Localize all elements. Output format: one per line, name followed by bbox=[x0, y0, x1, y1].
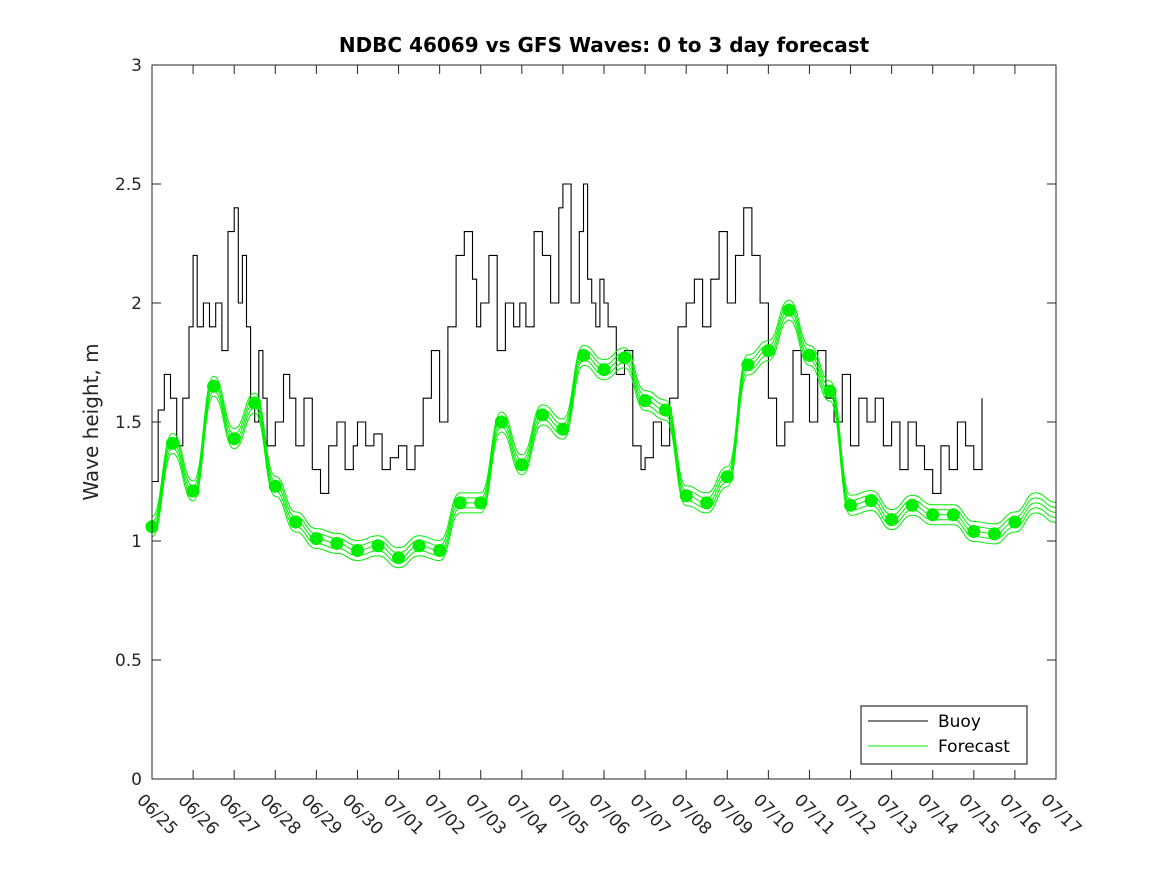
x-tick-label: 07/09 bbox=[708, 790, 757, 839]
x-tick-label: 06/28 bbox=[256, 790, 305, 839]
forecast-marker bbox=[967, 525, 981, 538]
forecast-marker bbox=[248, 396, 262, 410]
forecast-marker bbox=[351, 544, 364, 557]
x-tick-label: 07/04 bbox=[502, 790, 551, 839]
forecast-marker bbox=[330, 536, 344, 550]
chart-title: NDBC 46069 vs GFS Waves: 0 to 3 day fore… bbox=[339, 33, 870, 57]
legend: Buoy Forecast bbox=[860, 705, 1028, 765]
forecast-marker bbox=[844, 498, 857, 512]
forecast-marker bbox=[803, 348, 816, 362]
forecast-marker bbox=[659, 403, 673, 417]
forecast-marker bbox=[1008, 515, 1022, 529]
forecast-marker bbox=[268, 479, 282, 493]
series-forecast-line-0 bbox=[151, 299, 1057, 549]
x-tick-label: 07/06 bbox=[584, 790, 633, 839]
forecast-marker bbox=[741, 358, 755, 372]
x-tick-label: 06/29 bbox=[297, 790, 346, 839]
y-tick-label: 2.5 bbox=[115, 175, 142, 195]
x-tick-label: 07/03 bbox=[461, 790, 510, 839]
y-tick-label: 3 bbox=[131, 56, 142, 76]
x-tick-label: 07/11 bbox=[790, 790, 839, 839]
x-tick-label: 06/26 bbox=[174, 790, 223, 839]
legend-label-buoy: Buoy bbox=[938, 712, 981, 732]
forecast-marker bbox=[597, 363, 611, 377]
y-tick-label: 0 bbox=[131, 770, 142, 790]
x-tick-label: 07/01 bbox=[379, 790, 428, 839]
forecast-marker bbox=[679, 489, 693, 503]
forecast-marker bbox=[905, 498, 919, 512]
legend-box bbox=[860, 705, 1028, 765]
forecast-marker bbox=[166, 436, 179, 450]
forecast-marker bbox=[289, 515, 303, 529]
forecast-marker bbox=[946, 508, 960, 522]
forecast-marker bbox=[207, 379, 221, 393]
x-tick-label: 06/27 bbox=[215, 790, 264, 839]
x-tick-label: 07/08 bbox=[667, 790, 716, 839]
x-tick-label: 06/25 bbox=[132, 790, 181, 839]
y-axis-label: Wave height, m bbox=[79, 343, 103, 500]
forecast-marker bbox=[494, 415, 508, 429]
x-tick-label: 07/14 bbox=[913, 790, 962, 839]
forecast-marker bbox=[700, 496, 714, 510]
x-tick-label: 07/17 bbox=[1036, 790, 1085, 839]
series-buoy-line bbox=[152, 183, 983, 494]
forecast-marker bbox=[987, 527, 1001, 541]
forecast-marker bbox=[392, 551, 405, 565]
forecast-marker bbox=[577, 348, 590, 362]
x-tick-label: 07/05 bbox=[543, 790, 592, 839]
forecast-marker bbox=[227, 432, 241, 446]
forecast-marker bbox=[556, 422, 570, 436]
x-tick-label: 07/15 bbox=[954, 790, 1003, 839]
forecast-marker bbox=[618, 351, 631, 365]
plot-area bbox=[152, 65, 1056, 779]
x-tick-label: 07/12 bbox=[831, 790, 880, 839]
x-tick-label: 06/30 bbox=[338, 790, 387, 839]
y-tick-label: 2 bbox=[131, 294, 142, 314]
x-tick-label: 07/13 bbox=[872, 790, 921, 839]
forecast-marker bbox=[761, 344, 775, 358]
x-tick-label: 07/10 bbox=[749, 790, 798, 839]
forecast-marker bbox=[926, 508, 940, 522]
forecast-marker bbox=[412, 539, 426, 553]
y-tick-label: 1 bbox=[131, 532, 142, 552]
x-tick-label: 07/16 bbox=[995, 790, 1044, 839]
series-layer bbox=[151, 183, 1057, 569]
forecast-marker bbox=[186, 484, 200, 498]
forecast-marker bbox=[433, 544, 447, 557]
forecast-marker bbox=[515, 458, 529, 472]
x-tick-label: 07/07 bbox=[626, 790, 675, 839]
forecast-marker bbox=[371, 539, 385, 553]
forecast-marker bbox=[782, 303, 796, 317]
forecast-marker bbox=[535, 408, 549, 422]
forecast-marker bbox=[309, 532, 323, 546]
forecast-markers bbox=[145, 303, 1022, 565]
forecast-marker bbox=[823, 384, 837, 398]
x-tick-label: 07/02 bbox=[420, 790, 469, 839]
series-forecast-line-4 bbox=[151, 319, 1057, 569]
forecast-marker bbox=[474, 496, 488, 510]
y-tick-label: 1.5 bbox=[115, 413, 142, 433]
forecast-marker bbox=[864, 494, 878, 507]
y-tick-label: 0.5 bbox=[115, 651, 142, 671]
forecast-marker bbox=[453, 496, 467, 510]
forecast-marker bbox=[638, 394, 652, 408]
legend-label-forecast: Forecast bbox=[938, 737, 1010, 757]
forecast-marker bbox=[720, 470, 734, 484]
forecast-marker bbox=[885, 513, 899, 527]
